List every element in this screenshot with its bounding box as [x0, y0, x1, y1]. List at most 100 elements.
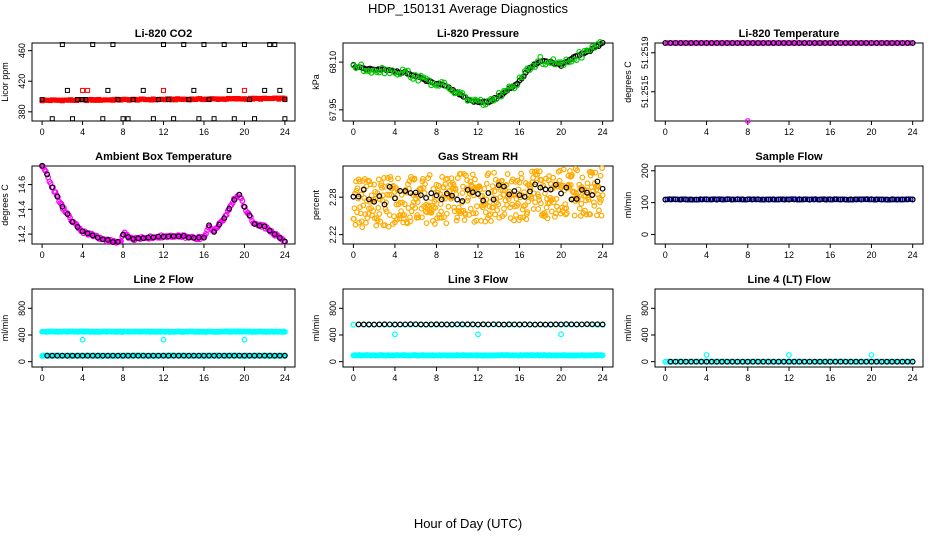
- data-point: [481, 185, 488, 192]
- data-point: [388, 192, 395, 198]
- data-point: [563, 184, 570, 191]
- data-point: [155, 97, 161, 103]
- x-tick-label: 16: [199, 373, 209, 383]
- data-point: [475, 331, 481, 338]
- data-point: [556, 177, 563, 184]
- data-point: [417, 192, 424, 199]
- data-point: [394, 71, 401, 78]
- x-tick-label: 24: [598, 127, 608, 137]
- chart-panel-4: Ambient Box Temperature degrees C 14.2 14.4…: [0, 151, 296, 260]
- data-point: [517, 214, 524, 221]
- data-point: [490, 196, 497, 203]
- x-tick-label: 12: [158, 250, 168, 260]
- series-temperature-black: [662, 40, 916, 46]
- data-point: [386, 191, 393, 198]
- data-point: [110, 42, 116, 48]
- data-point: [565, 59, 572, 66]
- data-point: [462, 211, 469, 218]
- data-point: [467, 205, 474, 212]
- data-point: [351, 205, 358, 212]
- x-tick-label: 24: [598, 373, 608, 383]
- chart-panel-3: Li-820 Temperature degrees C 51.2515 51.251…: [623, 28, 924, 137]
- data-point: [150, 116, 156, 122]
- data-point: [196, 116, 202, 122]
- data-point: [597, 172, 604, 179]
- data-point: [449, 192, 455, 199]
- data-point: [489, 183, 496, 190]
- data-point: [573, 196, 580, 202]
- data-point: [267, 42, 273, 48]
- data-point: [428, 190, 435, 197]
- data-point: [454, 214, 461, 221]
- data-point: [186, 97, 192, 103]
- data-point: [412, 204, 419, 211]
- x-tick-label: 4: [392, 250, 397, 260]
- data-point: [545, 59, 551, 66]
- x-tick-label: 16: [515, 373, 525, 383]
- data-point: [568, 196, 575, 203]
- data-point: [513, 212, 519, 218]
- x-tick-label: 16: [825, 250, 835, 260]
- data-point: [376, 69, 383, 76]
- series-pressure-smooth: [350, 39, 606, 106]
- data-point: [527, 67, 533, 73]
- data-point: [516, 192, 523, 199]
- data-point: [584, 180, 591, 187]
- data-point: [376, 211, 383, 217]
- data-point: [535, 206, 542, 212]
- data-point: [597, 39, 603, 45]
- data-point: [501, 205, 507, 212]
- x-tick-label: 20: [866, 250, 876, 260]
- data-point: [480, 102, 487, 109]
- data-point: [485, 190, 492, 196]
- data-point: [271, 231, 278, 238]
- data-point: [252, 116, 258, 122]
- data-point: [459, 198, 466, 204]
- data-point: [445, 203, 452, 210]
- chart-title: Sample Flow: [755, 151, 823, 163]
- data-point: [490, 204, 496, 211]
- series-line3-lower: [350, 352, 606, 359]
- data-point: [443, 220, 450, 227]
- data-point: [560, 62, 567, 69]
- data-point: [542, 186, 549, 193]
- data-point: [430, 185, 437, 192]
- data-point: [360, 202, 367, 209]
- chart-panel-5: Gas Stream RH percent 2.22 2.28 0 4 8 12 16 20 24: [311, 151, 614, 260]
- x-tick-label: 20: [556, 127, 566, 137]
- data-point: [49, 184, 56, 191]
- data-point: [384, 175, 391, 181]
- data-point: [568, 182, 574, 188]
- data-point: [201, 42, 207, 48]
- data-point: [482, 209, 489, 216]
- y-axis-label: kPa: [311, 74, 321, 90]
- x-tick-label: 16: [515, 127, 525, 137]
- data-point: [79, 228, 86, 235]
- series-red-markers: [80, 87, 247, 93]
- data-point: [483, 180, 490, 187]
- data-point: [596, 207, 602, 214]
- x-tick-label: 4: [704, 250, 709, 260]
- data-point: [441, 79, 448, 86]
- data-point: [599, 165, 605, 171]
- data-point: [530, 175, 536, 181]
- data-point: [530, 206, 537, 212]
- x-tick-label: 8: [434, 127, 439, 137]
- data-point: [89, 232, 96, 239]
- data-point: [562, 211, 569, 218]
- data-point: [358, 61, 365, 68]
- chart-panel-8: Line 3 Flow ml/min 0 400 800 0 4 8 12 16 20 24: [311, 274, 614, 383]
- data-point: [67, 214, 73, 221]
- data-point: [909, 196, 916, 203]
- data-point: [535, 193, 542, 200]
- data-point: [537, 184, 544, 191]
- data-point: [786, 352, 792, 358]
- data-point: [585, 196, 592, 203]
- x-tick-label: 8: [434, 250, 439, 260]
- data-point: [84, 230, 91, 237]
- data-point: [438, 208, 445, 215]
- data-point: [366, 205, 372, 212]
- data-point: [528, 195, 535, 202]
- plot-frame: [654, 288, 924, 368]
